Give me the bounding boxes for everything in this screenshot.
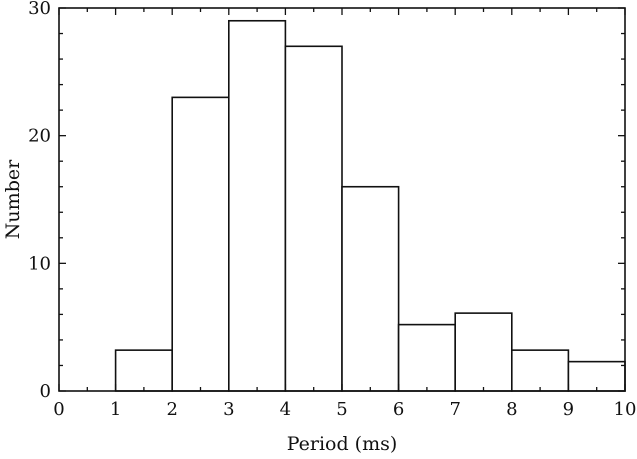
x-tick-label: 4 (280, 399, 291, 420)
x-tick-label: 10 (614, 399, 637, 420)
y-tick-label: 30 (28, 0, 51, 19)
histogram-bar-8 (510, 349, 570, 392)
histogram-bar-1 (114, 349, 173, 392)
histogram-bar-9 (567, 360, 626, 392)
histogram-bar-5 (341, 185, 400, 392)
x-tick-label: 7 (449, 399, 460, 420)
histogram-bar-7 (454, 312, 513, 392)
x-axis-label: Period (ms) (287, 433, 398, 455)
y-tick-label: 20 (28, 126, 51, 147)
histogram-bar-2 (171, 96, 230, 392)
x-tick-label: 6 (393, 399, 404, 420)
x-tick-label: 5 (336, 399, 347, 420)
x-tick-label: 2 (166, 399, 177, 420)
y-axis-label: Number (2, 159, 24, 239)
y-tick-label: 10 (28, 253, 51, 274)
histogram-bar-6 (397, 323, 457, 392)
tick-labels-group: 0 1 2 3 4 5 6 7 8 9 10 0 10 20 30 (28, 0, 636, 420)
x-tick-label: 3 (223, 399, 234, 420)
histogram-bar-3 (228, 19, 287, 392)
x-tick-label: 1 (110, 399, 121, 420)
x-tick-label: 8 (506, 399, 517, 420)
plot-frame (58, 7, 626, 392)
x-tick-label: 9 (563, 399, 574, 420)
y-tick-label: 0 (40, 381, 51, 402)
histogram-bar-4 (284, 45, 343, 392)
bars-group (114, 19, 626, 392)
x-tick-label: 0 (53, 399, 64, 420)
